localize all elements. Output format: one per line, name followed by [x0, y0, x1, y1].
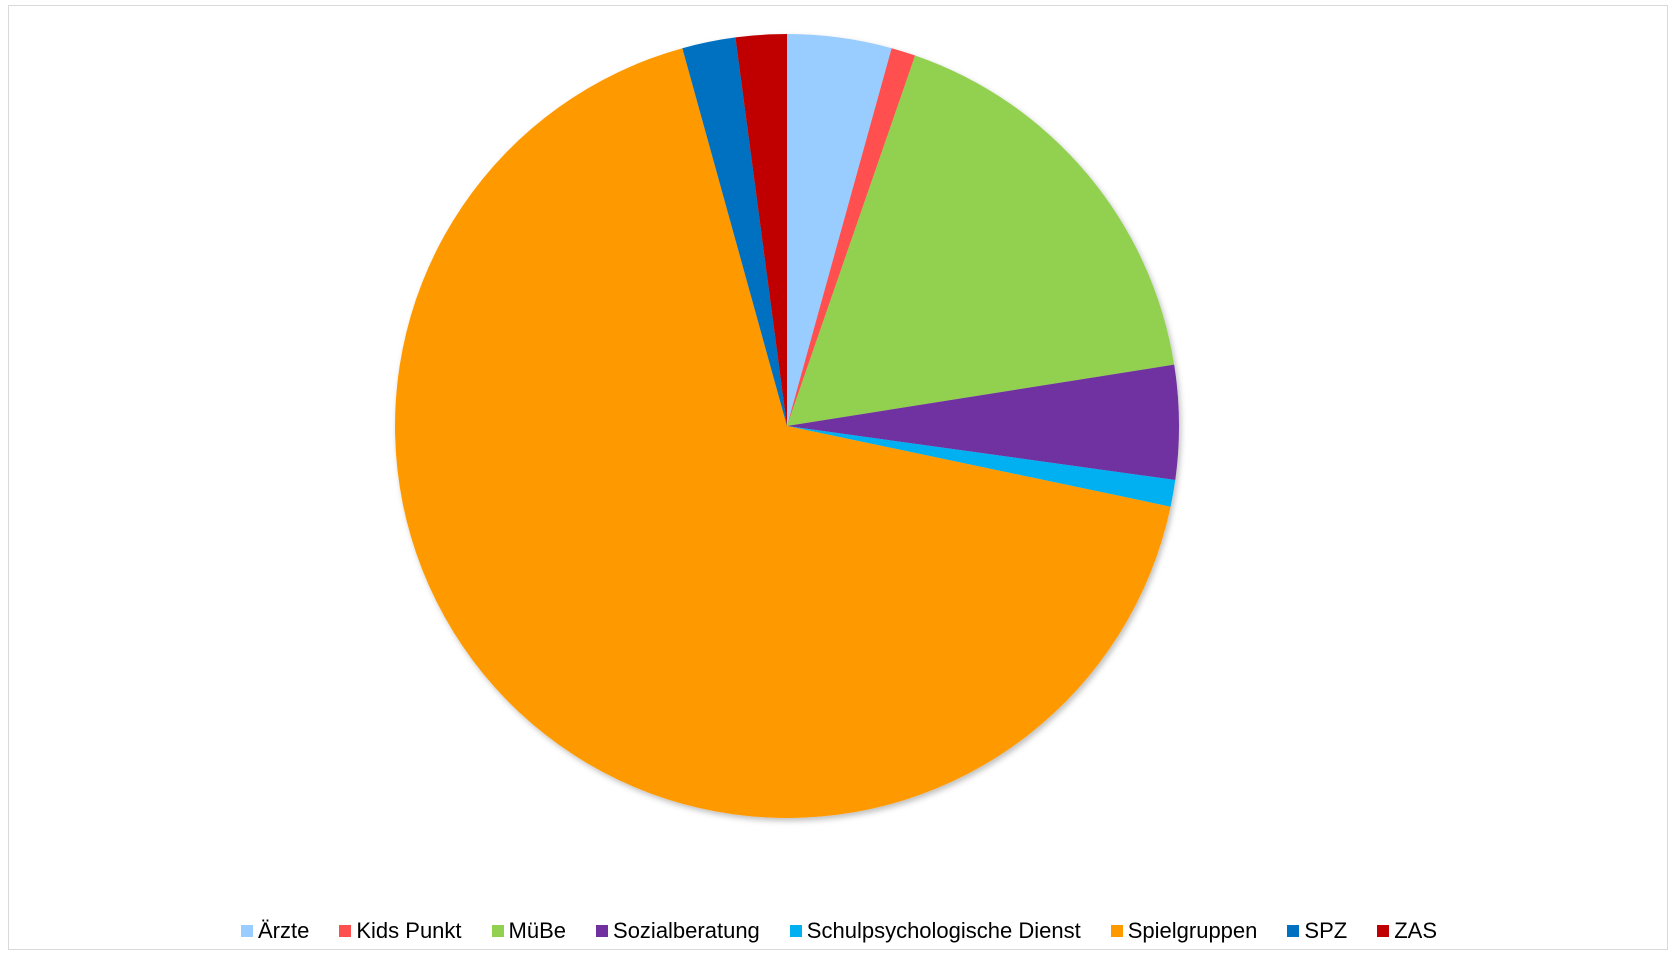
legend-swatch	[1110, 925, 1123, 937]
legend-item: SPZ	[1287, 918, 1347, 944]
legend-label: Ärzte	[258, 918, 310, 943]
legend: Ärzte Kids Punkt MüBe Sozialberatung Schulps…	[9, 916, 1669, 946]
pie-slice-7	[735, 34, 787, 426]
legend-label: Kids Punkt	[356, 918, 462, 943]
chart-frame: Ärzte Kids Punkt MüBe Sozialberatung Schulps…	[8, 5, 1668, 950]
legend-swatch	[491, 925, 504, 937]
legend-label: MüBe	[508, 918, 567, 943]
legend-swatch	[596, 925, 609, 937]
legend-item: MüBe	[491, 918, 567, 944]
pie-slice-2	[787, 55, 1175, 426]
pie-slice-1	[787, 48, 916, 426]
legend-label: Sozialberatung	[613, 918, 760, 943]
legend-item: Spielgruppen	[1110, 918, 1258, 944]
legend-swatch	[339, 925, 352, 937]
pie-slice-6	[682, 37, 787, 426]
pie-slice-0	[787, 34, 892, 426]
legend-item: Schulpsychologische Dienst	[789, 918, 1081, 944]
pie-slice-4	[787, 426, 1176, 507]
legend-item: Kids Punkt	[339, 918, 462, 944]
pie-slice-3	[787, 364, 1179, 481]
legend-item: Ärzte	[241, 918, 309, 944]
legend-item: ZAS	[1377, 918, 1437, 944]
legend-label: Schulpsychologische Dienst	[806, 918, 1081, 943]
legend-label: SPZ	[1304, 918, 1348, 943]
legend-swatch	[1377, 925, 1390, 937]
legend-swatch	[241, 925, 253, 937]
legend-item: Sozialberatung	[596, 918, 760, 944]
legend-label: ZAS	[1394, 918, 1437, 943]
legend-swatch	[1287, 925, 1300, 937]
pie-chart	[394, 34, 1179, 818]
pie-slice-5	[394, 48, 1171, 818]
legend-label: Spielgruppen	[1127, 918, 1258, 943]
legend-swatch	[789, 925, 802, 937]
